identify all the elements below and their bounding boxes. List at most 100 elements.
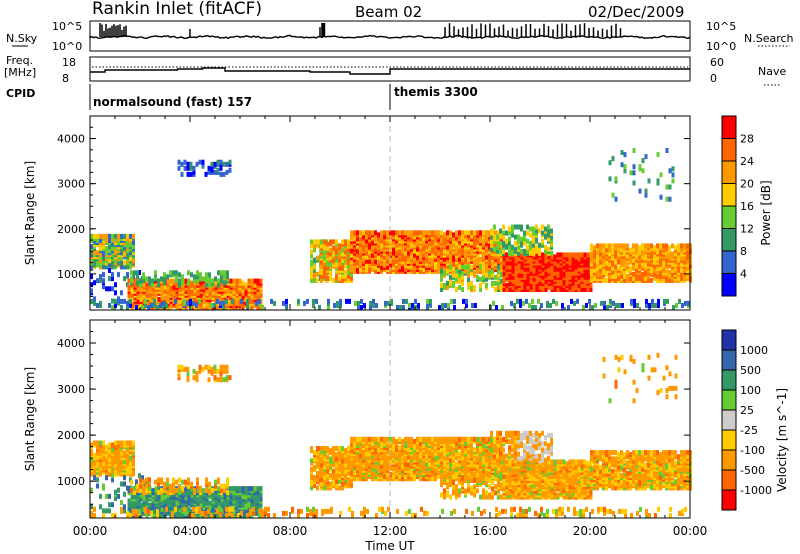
data-cell: [467, 282, 470, 288]
data-cell: [404, 230, 407, 236]
data-cell: [142, 479, 145, 485]
data-cell: [208, 500, 212, 506]
data-cell: [184, 486, 188, 492]
data-cell: [130, 500, 134, 506]
data-cell: [490, 228, 493, 234]
nsky-tick-bottom: 10^0: [52, 40, 82, 53]
data-cell: [105, 475, 108, 481]
data-cell: [326, 241, 329, 247]
data-cell: [123, 491, 126, 497]
data-cell: [668, 269, 671, 275]
data-cell: [485, 230, 488, 236]
data-cell: [473, 234, 476, 240]
data-cell: [499, 248, 502, 254]
data-cell: [316, 255, 319, 261]
data-cell: [123, 508, 126, 514]
data-cell: [523, 248, 526, 254]
data-cell: [455, 268, 458, 274]
data-cell: [444, 303, 447, 308]
data-cell: [202, 500, 206, 506]
data-cell: [565, 252, 569, 258]
data-cell: [240, 298, 243, 304]
data-cell: [440, 282, 443, 288]
data-cell: [210, 167, 214, 173]
data-cell: [326, 446, 329, 451]
data-cell: [434, 264, 437, 270]
data-cell: [329, 269, 332, 275]
data-cell: [250, 298, 254, 304]
data-cell: [198, 298, 201, 304]
data-cell: [473, 242, 476, 248]
data-cell: [123, 481, 126, 487]
data-cell: [644, 269, 647, 275]
data-cell: [323, 456, 326, 462]
data-cell: [565, 266, 569, 272]
nsearch-label: N.Search: [744, 32, 794, 45]
data-cell: [145, 477, 148, 483]
data-cell: [108, 508, 111, 514]
data-cell: [297, 298, 300, 304]
data-cell: [570, 298, 573, 304]
data-cell: [241, 486, 245, 492]
data-cell: [523, 230, 526, 236]
data-cell: [473, 284, 476, 290]
data-cell: [213, 303, 216, 308]
data-cell: [105, 250, 108, 256]
data-cell: [650, 265, 653, 271]
data-cell: [96, 483, 99, 489]
data-cell: [202, 276, 205, 282]
data-cell: [332, 452, 335, 458]
data-cell: [588, 298, 591, 304]
data-cell: [187, 496, 191, 502]
data-cell: [178, 278, 181, 284]
data-cell: [638, 245, 641, 251]
data-cell: [449, 230, 452, 236]
data-cell: [668, 251, 671, 257]
data-cell: [202, 290, 206, 296]
data-cell: [431, 252, 434, 258]
data-cell: [654, 303, 657, 308]
data-cell: [538, 242, 541, 248]
data-cell: [102, 508, 105, 514]
data-cell: [213, 364, 217, 370]
data-cell: [316, 271, 319, 277]
data-cell: [491, 272, 494, 278]
data-cell: [102, 233, 105, 239]
data-cell: [371, 230, 374, 236]
data-cell: [461, 230, 464, 236]
data-cell: [550, 250, 553, 256]
data-cell: [368, 258, 371, 264]
data-cell: [476, 230, 479, 236]
data-cell: [350, 271, 353, 277]
data-cell: [482, 264, 485, 270]
data-cell: [327, 305, 330, 310]
data-cell: [258, 298, 261, 304]
data-cell: [461, 280, 464, 286]
data-cell: [520, 224, 523, 230]
data-cell: [111, 233, 114, 239]
data-cell: [461, 240, 464, 246]
data-cell: [446, 268, 449, 274]
data-cell: [310, 239, 313, 245]
data-cell: [332, 479, 335, 485]
data-cell: [365, 258, 368, 264]
data-cell: [485, 282, 488, 288]
data-cell: [219, 171, 223, 177]
data-cell: [90, 504, 93, 510]
data-cell: [208, 490, 211, 495]
data-cell: [129, 264, 132, 270]
data-cell: [172, 490, 175, 495]
data-cell: [479, 256, 482, 262]
data-cell: [529, 232, 532, 238]
data-cell: [160, 496, 164, 502]
data-cell: [623, 152, 627, 158]
data-cell: [192, 375, 196, 381]
data-cell: [181, 294, 185, 300]
data-cell: [205, 276, 208, 282]
data-cell: [96, 233, 99, 239]
data-cell: [223, 274, 226, 280]
data-cell: [502, 234, 505, 240]
data-cell: [386, 230, 389, 236]
data-cell: [405, 298, 408, 304]
data-cell: [633, 303, 636, 308]
